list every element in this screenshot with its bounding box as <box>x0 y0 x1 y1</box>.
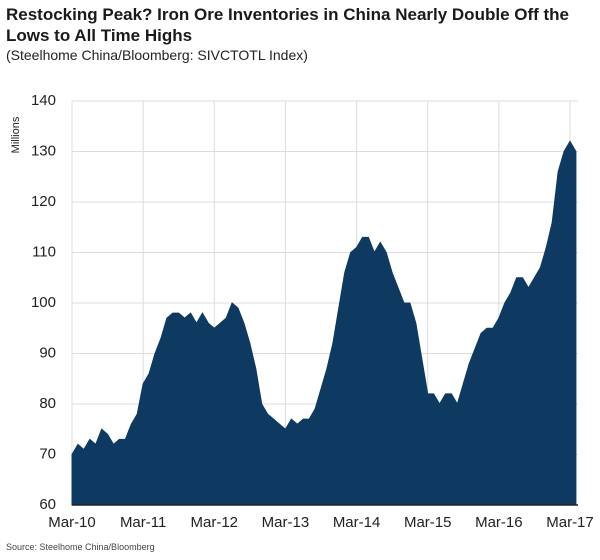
y-tick-label: 70 <box>39 445 56 462</box>
x-tick-label: Mar-17 <box>546 514 594 531</box>
y-tick-label: 120 <box>31 193 56 210</box>
x-tick-label: Mar-14 <box>333 514 381 531</box>
y-axis-label: Millions <box>10 116 22 153</box>
chart: Millions 60 70 80 90 100 110 120 130 140 Mar-10 Ma… <box>10 92 594 531</box>
y-tick-label: 140 <box>31 92 56 109</box>
x-tick-label: Mar-13 <box>262 514 310 531</box>
x-tick-label: Mar-15 <box>404 514 452 531</box>
y-tick-label: 110 <box>32 243 56 260</box>
y-tick-label: 80 <box>39 395 56 412</box>
y-tick-label: 130 <box>31 142 56 159</box>
chart-subtitle: (Steelhome China/Bloomberg: SIVCTOTL Ind… <box>6 47 308 63</box>
x-tick-label: Mar-12 <box>191 514 239 531</box>
x-tick-label: Mar-16 <box>475 514 523 531</box>
x-tick-label: Mar-11 <box>120 514 166 531</box>
x-tick-label: Mar-10 <box>48 514 96 531</box>
area <box>71 140 577 506</box>
chart-title: Restocking Peak? Iron Ore Inventories in… <box>6 5 570 45</box>
y-tick-label: 90 <box>39 344 56 361</box>
source-note: Source: Steelhome China/Bloomberg <box>6 542 155 552</box>
y-tick-label: 100 <box>31 294 56 311</box>
y-tick-label: 60 <box>39 496 56 513</box>
